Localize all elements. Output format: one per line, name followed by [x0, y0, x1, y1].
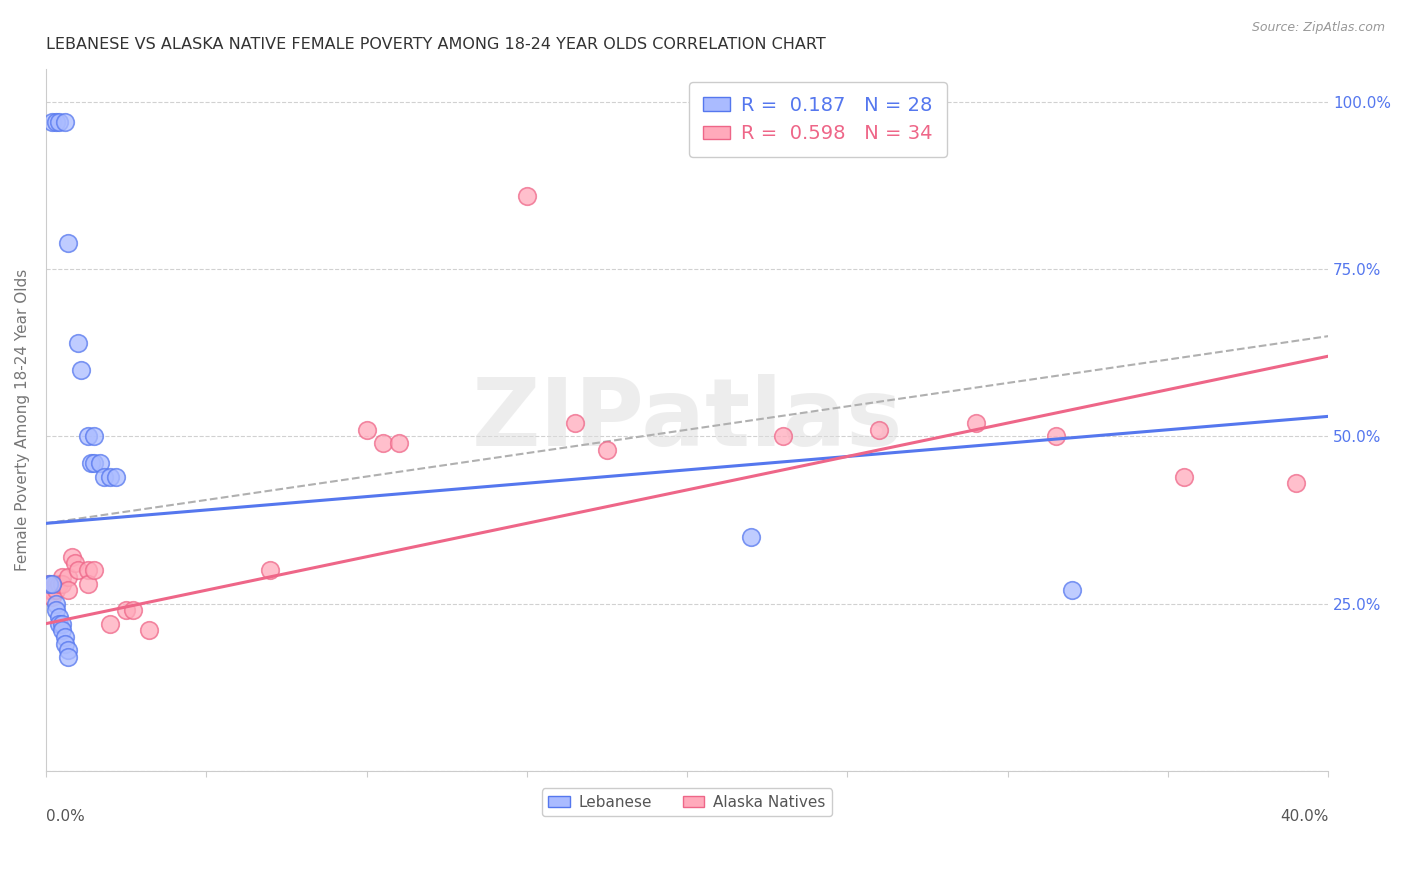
Point	[38, 583, 60, 598]
Point	[356, 423, 378, 437]
Point	[48, 616, 70, 631]
Point	[38, 576, 60, 591]
Point	[41, 115, 63, 129]
Point	[53, 637, 76, 651]
Point	[41, 583, 63, 598]
Point	[58, 235, 80, 250]
Point	[58, 583, 80, 598]
Point	[41, 590, 63, 604]
Point	[45, 603, 67, 617]
Point	[83, 456, 105, 470]
Point	[1045, 429, 1067, 443]
Point	[48, 576, 70, 591]
Point	[965, 416, 987, 430]
Point	[70, 362, 93, 376]
Point	[83, 563, 105, 577]
Legend: Lebanese, Alaska Natives: Lebanese, Alaska Natives	[543, 789, 832, 815]
Point	[45, 115, 67, 129]
Point	[76, 576, 98, 591]
Point	[38, 576, 60, 591]
Point	[516, 188, 538, 202]
Text: 0.0%: 0.0%	[46, 809, 84, 824]
Point	[259, 563, 281, 577]
Point	[564, 416, 586, 430]
Text: Source: ZipAtlas.com: Source: ZipAtlas.com	[1251, 21, 1385, 34]
Point	[1060, 583, 1083, 598]
Point	[83, 429, 105, 443]
Point	[58, 570, 80, 584]
Point	[45, 576, 67, 591]
Text: ZIPatlas: ZIPatlas	[471, 374, 903, 466]
Text: 40.0%: 40.0%	[1279, 809, 1329, 824]
Point	[740, 530, 762, 544]
Point	[45, 583, 67, 598]
Point	[45, 597, 67, 611]
Point	[66, 335, 89, 350]
Point	[98, 616, 121, 631]
Point	[41, 576, 63, 591]
Point	[48, 610, 70, 624]
Point	[80, 456, 103, 470]
Point	[93, 469, 115, 483]
Point	[76, 563, 98, 577]
Point	[53, 115, 76, 129]
Point	[76, 429, 98, 443]
Point	[51, 570, 73, 584]
Y-axis label: Female Poverty Among 18-24 Year Olds: Female Poverty Among 18-24 Year Olds	[15, 268, 30, 571]
Point	[115, 603, 138, 617]
Point	[58, 650, 80, 665]
Point	[89, 456, 111, 470]
Point	[772, 429, 794, 443]
Point	[51, 624, 73, 638]
Point	[138, 624, 160, 638]
Text: LEBANESE VS ALASKA NATIVE FEMALE POVERTY AMONG 18-24 YEAR OLDS CORRELATION CHART: LEBANESE VS ALASKA NATIVE FEMALE POVERTY…	[46, 37, 825, 53]
Point	[66, 563, 89, 577]
Point	[1173, 469, 1195, 483]
Point	[387, 436, 409, 450]
Point	[63, 557, 86, 571]
Point	[53, 630, 76, 644]
Point	[51, 616, 73, 631]
Point	[121, 603, 143, 617]
Point	[98, 469, 121, 483]
Point	[105, 469, 128, 483]
Point	[596, 442, 619, 457]
Point	[1285, 476, 1308, 491]
Point	[60, 549, 83, 564]
Point	[371, 436, 394, 450]
Point	[51, 576, 73, 591]
Point	[868, 423, 890, 437]
Point	[58, 643, 80, 657]
Point	[48, 115, 70, 129]
